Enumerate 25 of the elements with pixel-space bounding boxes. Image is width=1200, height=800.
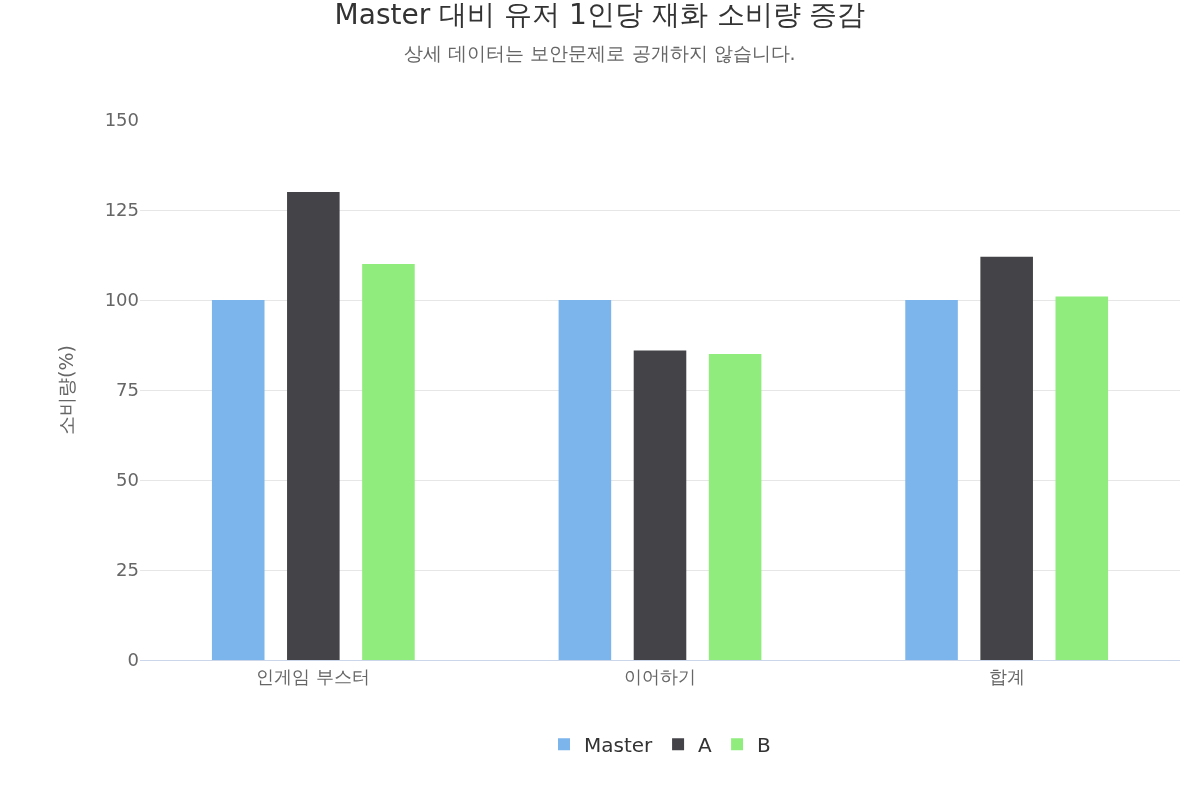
x-tick-label: 인게임 부스터 — [256, 665, 371, 687]
bar — [905, 300, 958, 660]
chart-title: Master 대비 유저 1인당 재화 소비량 증감 — [334, 0, 866, 31]
legend-label: B — [757, 733, 771, 758]
legend-label: Master — [584, 733, 654, 758]
legend-label: A — [698, 733, 713, 758]
bar — [633, 350, 687, 660]
bar — [211, 300, 265, 660]
y-tick-label: 0 — [127, 649, 139, 671]
chart-subtitle: 상세 데이터는 보안문제로 공개하지 않습니다. — [404, 42, 796, 65]
bar — [558, 300, 612, 660]
bar — [362, 264, 415, 660]
y-axis-title: 소비량(%) — [55, 345, 78, 435]
y-tick-label: 100 — [104, 289, 139, 311]
y-tick-label: 150 — [104, 109, 139, 131]
x-tick-label: 합계 — [988, 665, 1025, 687]
bar — [980, 256, 1033, 660]
y-tick-label: 125 — [104, 199, 139, 221]
bar — [1055, 296, 1109, 660]
y-tick-label: 50 — [116, 469, 139, 491]
bar — [287, 192, 340, 660]
x-tick-label: 이어하기 — [624, 665, 696, 687]
bar — [708, 354, 762, 660]
y-tick-label: 25 — [116, 559, 139, 581]
y-tick-label: 75 — [116, 379, 139, 401]
